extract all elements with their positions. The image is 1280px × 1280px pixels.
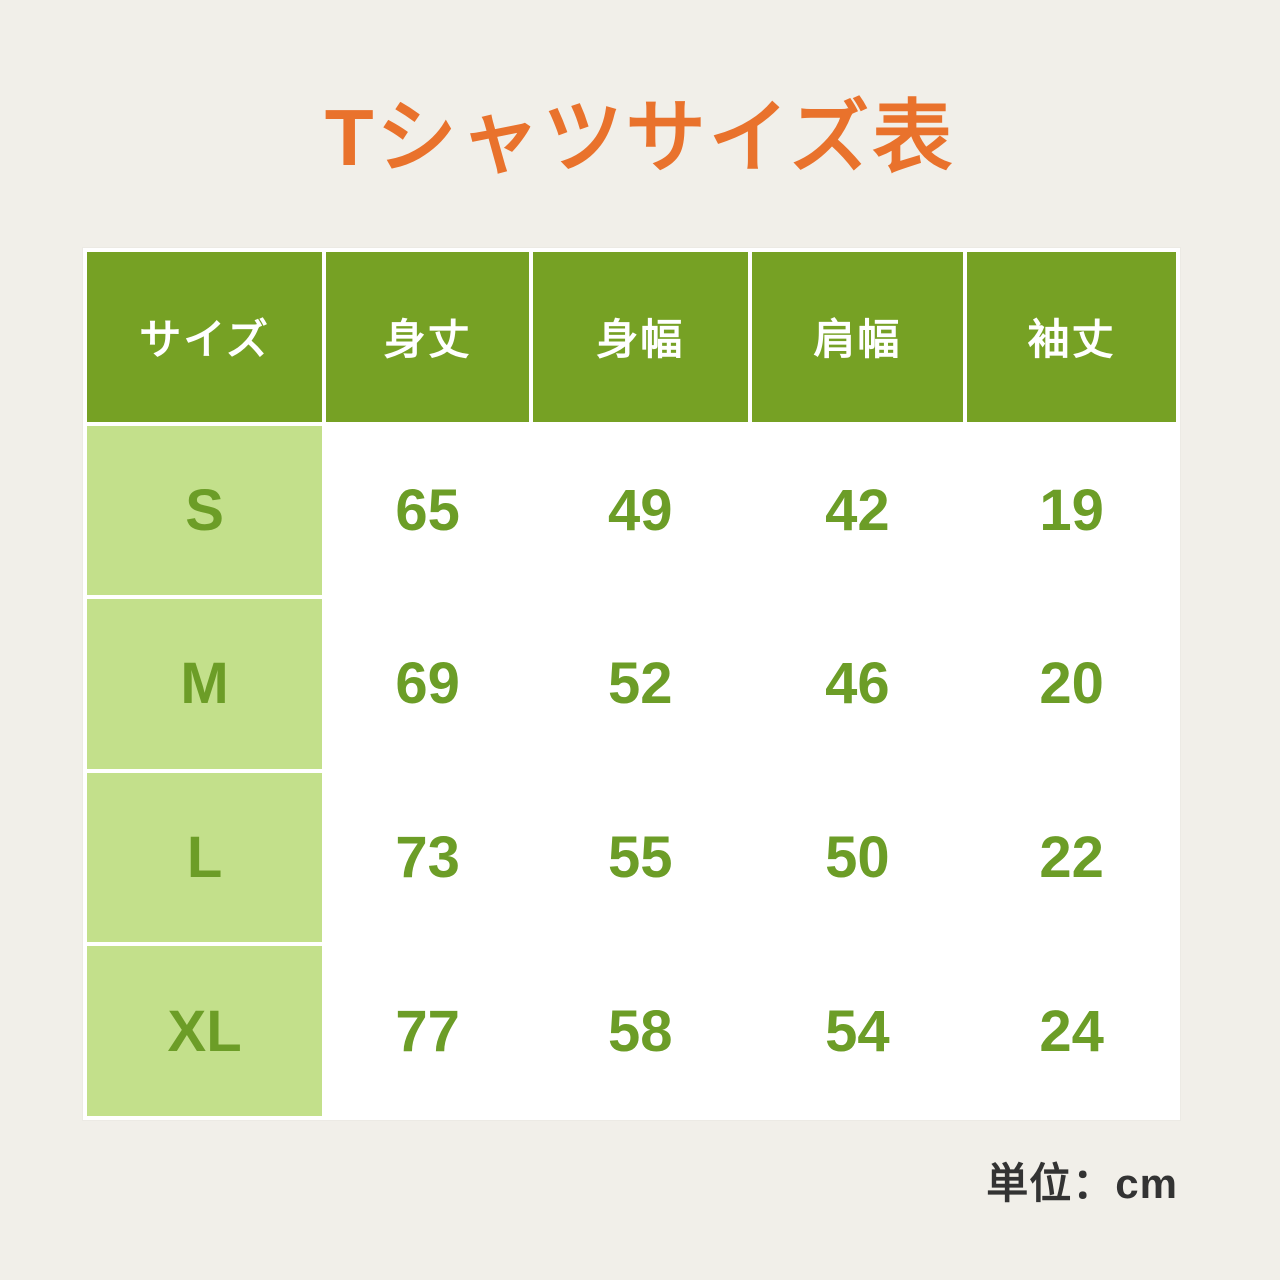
size-label-m: M <box>87 599 323 769</box>
table-cell-l-shoulder-width: 50 <box>751 772 964 943</box>
table-cell-xl-body-width: 58 <box>533 946 748 1116</box>
table-cell-m-body-width: 52 <box>533 599 748 769</box>
table-cell-m-shoulder-width: 46 <box>751 599 964 769</box>
table-cell-m-body-length: 69 <box>326 599 530 769</box>
size-label-l: L <box>87 772 323 943</box>
table-cell-s-body-width: 49 <box>533 425 748 596</box>
table-cell-m-sleeve-length: 20 <box>967 599 1176 769</box>
table-cell-xl-body-length: 77 <box>326 946 530 1116</box>
column-header-shoulder-width: 肩幅 <box>751 252 964 422</box>
table-cell-s-shoulder-width: 42 <box>751 425 964 596</box>
table-cell-s-sleeve-length: 19 <box>967 425 1176 596</box>
table-cell-s-body-length: 65 <box>326 425 530 596</box>
table-cell-xl-sleeve-length: 24 <box>967 946 1176 1116</box>
table-cell-l-body-length: 73 <box>326 772 530 943</box>
table-cell-l-sleeve-length: 22 <box>967 772 1176 943</box>
column-header-sleeve-length: 袖丈 <box>967 252 1176 422</box>
column-header-size: サイズ <box>87 252 323 422</box>
size-table: サイズ 身丈 身幅 肩幅 袖丈 S 65 49 42 19 M 69 52 46… <box>83 248 1180 1120</box>
unit-note: 単位：cm <box>986 1160 1178 1207</box>
table-cell-xl-shoulder-width: 54 <box>751 946 964 1116</box>
column-header-body-width: 身幅 <box>533 252 748 422</box>
table-cell-l-body-width: 55 <box>533 772 748 943</box>
size-label-s: S <box>87 425 323 596</box>
column-header-body-length: 身丈 <box>326 252 530 422</box>
size-label-xl: XL <box>87 946 323 1116</box>
page-title: Tシャツサイズ表 <box>324 93 956 182</box>
